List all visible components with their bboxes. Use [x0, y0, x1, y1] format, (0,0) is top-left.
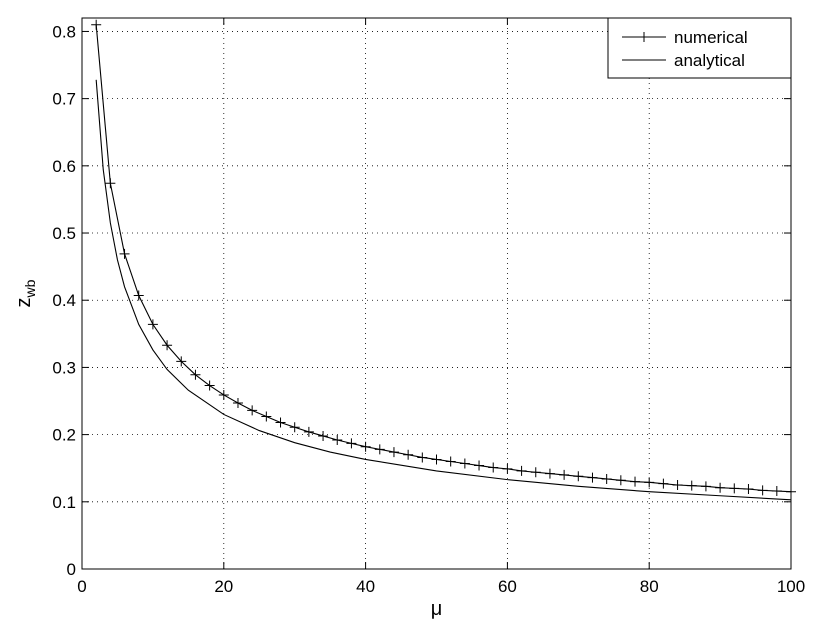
legend-label-analytical: analytical [674, 51, 745, 70]
data-point-numerical [247, 405, 258, 416]
data-point-numerical [261, 411, 272, 422]
data-point-numerical [516, 465, 527, 476]
data-point-numerical [771, 486, 782, 497]
data-point-numerical [459, 458, 470, 469]
x-tick-label: 100 [777, 577, 805, 596]
x-tick-label: 80 [640, 577, 659, 596]
plot-frame [81, 17, 792, 570]
y-tick-label: 0.7 [52, 90, 76, 109]
data-point-numerical [587, 472, 598, 483]
data-point-numerical [176, 356, 187, 367]
data-point-numerical [190, 369, 201, 380]
data-point-numerical [573, 471, 584, 482]
y-tick-label: 0 [67, 560, 76, 579]
data-point-numerical [658, 478, 669, 489]
data-point-numerical [388, 447, 399, 458]
data-point-numerical [289, 422, 300, 433]
data-point-numerical [360, 441, 371, 452]
y-axis-label-subscript: wb [22, 279, 38, 298]
y-tick-label: 0.8 [52, 22, 76, 41]
data-point-numerical [218, 389, 229, 400]
series-numerical [91, 19, 796, 497]
data-point-numerical [318, 430, 329, 441]
data-point-numerical [346, 438, 357, 449]
series-line-analytical [95, 79, 792, 501]
data-point-numerical [204, 380, 215, 391]
y-tick-label: 0.6 [52, 157, 76, 176]
legend-label-numerical: numerical [674, 28, 748, 47]
data-point-numerical [757, 485, 768, 496]
data-point-numerical [672, 480, 683, 491]
x-axis-label: μ [431, 598, 443, 620]
data-point-numerical [715, 482, 726, 493]
y-tick-label: 0.3 [52, 358, 76, 377]
data-point-numerical [417, 452, 428, 463]
y-tick-label: 0.4 [52, 291, 76, 310]
y-axis-label-main: z [13, 297, 35, 307]
y-tick-label: 0.2 [52, 426, 76, 445]
data-point-numerical [729, 483, 740, 494]
data-point-numerical [644, 477, 655, 488]
x-tick-label: 60 [498, 577, 517, 596]
data-point-numerical [119, 248, 130, 259]
legend: numerical analytical [607, 17, 792, 79]
series-layer [91, 19, 796, 501]
y-tick-label: 0.5 [52, 224, 76, 243]
data-point-numerical [133, 290, 144, 301]
legend-marker-numerical [639, 32, 649, 42]
data-point-numerical [630, 476, 641, 487]
data-point-numerical [700, 481, 711, 492]
x-tick-label: 40 [356, 577, 375, 596]
data-point-numerical [530, 467, 541, 478]
legend-box [607, 17, 792, 79]
data-point-numerical [374, 444, 385, 455]
data-point-numerical [743, 484, 754, 495]
data-point-numerical [544, 468, 555, 479]
data-point-numerical [431, 454, 442, 465]
data-point-numerical [559, 469, 570, 480]
data-point-numerical [232, 398, 243, 409]
data-point-numerical [474, 460, 485, 471]
data-point-numerical [147, 319, 158, 330]
data-point-numerical [502, 463, 513, 474]
legend-plus-marker [639, 32, 649, 42]
data-point-numerical [403, 449, 414, 460]
axis-ticks: 0 20 40 60 80 100 0 0.1 0.2 0.3 0.4 0.5 0.6 0.7 0.8 [52, 18, 805, 596]
x-tick-label: 20 [214, 577, 233, 596]
data-point-numerical [488, 462, 499, 473]
data-point-numerical [332, 434, 343, 445]
data-point-numerical [601, 473, 612, 484]
data-point-numerical [303, 426, 314, 437]
y-tick-label: 0.1 [52, 493, 76, 512]
data-point-numerical [105, 178, 116, 189]
data-point-numerical [275, 417, 286, 428]
data-point-numerical [615, 475, 626, 486]
y-axis-label: zwb [13, 279, 38, 307]
data-point-numerical [445, 456, 456, 467]
data-point-numerical [162, 340, 173, 351]
series-analytical [95, 79, 792, 501]
data-point-numerical [91, 19, 102, 30]
x-tick-label: 0 [77, 577, 86, 596]
data-point-numerical [686, 480, 697, 491]
